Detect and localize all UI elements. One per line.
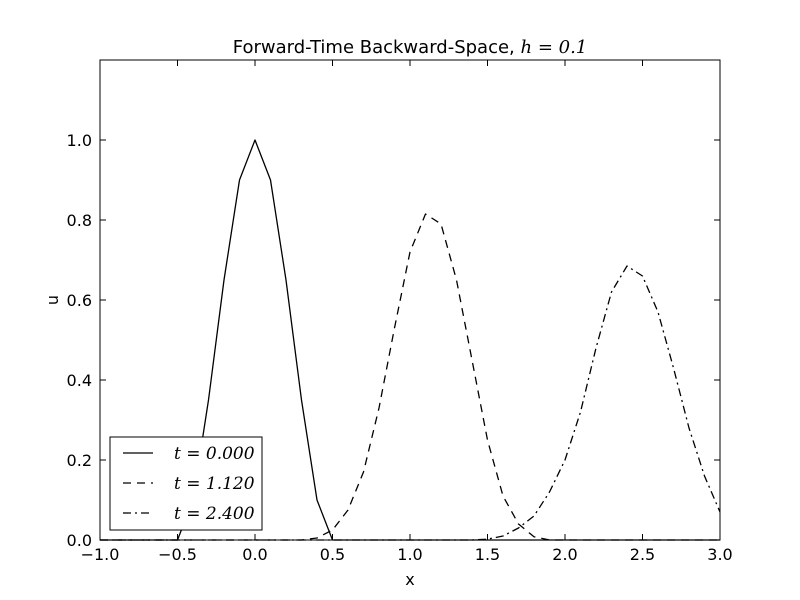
x-tick-label-2: 0.0 <box>242 545 267 564</box>
chart-title-text: Forward-Time Backward-Space, <box>233 37 521 58</box>
y-tick-label-5: 1.0 <box>67 131 92 150</box>
x-axis-label: x <box>405 570 414 589</box>
y-tick-label-4: 0.8 <box>67 211 92 230</box>
x-tick-label-0: −1.0 <box>81 545 120 564</box>
x-tick-label-8: 3.0 <box>707 545 732 564</box>
y-tick-label-0: 0.0 <box>67 531 92 550</box>
chart-title: Forward-Time Backward-Space, h = 0.1 <box>233 37 588 58</box>
legend: t = 0.000 t = 1.120 t = 2.400 <box>109 436 263 531</box>
x-tick-label-7: 2.5 <box>630 545 655 564</box>
y-tick-label-1: 0.2 <box>67 451 92 470</box>
y-axis-label: u <box>43 295 62 305</box>
legend-label-1: t = 1.120 <box>174 474 255 494</box>
legend-label-2: t = 2.400 <box>174 504 255 524</box>
x-tick-label-6: 2.0 <box>552 545 577 564</box>
x-tick-label-4: 1.0 <box>397 545 422 564</box>
chart-title-math: h = 0.1 <box>521 37 588 58</box>
ticks-layer: −1.0 −0.5 0.0 0.5 1.0 1.5 2.0 2.5 3.0 0.0 0.2 0.4 0.… <box>67 60 733 564</box>
x-tick-label-1: −0.5 <box>158 545 197 564</box>
y-tick-label-2: 0.4 <box>67 371 92 390</box>
y-tick-label-3: 0.6 <box>67 291 92 310</box>
x-tick-label-3: 0.5 <box>320 545 345 564</box>
x-tick-label-5: 1.5 <box>475 545 500 564</box>
legend-label-0: t = 0.000 <box>174 444 255 464</box>
